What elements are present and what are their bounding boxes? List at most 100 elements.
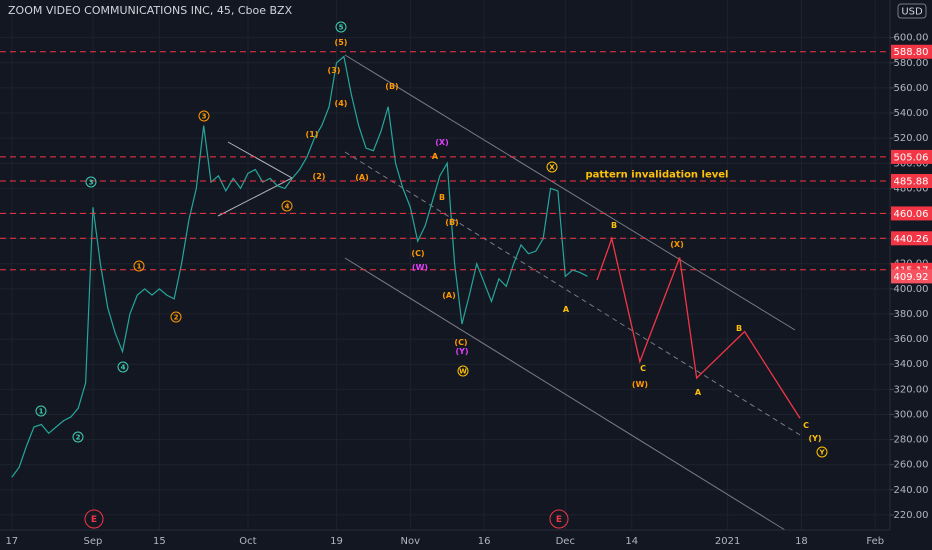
annotation: W <box>459 368 467 376</box>
level-label: 460.06 <box>894 209 929 220</box>
annotation: (X) <box>670 240 683 249</box>
x-tick-label: 14 <box>625 536 638 547</box>
annotation: (C) <box>411 249 424 258</box>
level-box <box>891 174 932 189</box>
x-tick-label: 18 <box>795 536 808 547</box>
x-tick-label: Feb <box>866 536 884 547</box>
y-tick-label: 220.00 <box>894 510 929 521</box>
annotation: 3 <box>89 179 94 187</box>
annotation: (Y) <box>455 347 468 356</box>
x-tick-label: Nov <box>401 536 421 547</box>
level-box <box>891 149 932 164</box>
y-tick-label: 300.00 <box>894 409 929 420</box>
y-tick-label: 340.00 <box>894 359 929 370</box>
annotation-circle <box>457 365 469 377</box>
chart-title: ZOOM VIDEO COMMUNICATIONS INC, 45, Cboe … <box>8 4 293 17</box>
x-tick-label: 2021 <box>715 536 740 547</box>
annotation: A <box>563 305 570 314</box>
x-tick-label: 16 <box>478 536 491 547</box>
annotation: 4 <box>121 364 126 372</box>
y-tick-label: 540.00 <box>894 108 929 119</box>
annotation: pattern invalidation level <box>586 170 729 181</box>
level-label: 588.80 <box>894 47 929 58</box>
currency: USD <box>901 7 923 18</box>
annotation: B <box>611 221 617 230</box>
y-tick-label: 600.00 <box>894 33 929 44</box>
annotation: Y <box>818 449 825 457</box>
annotation: 4 <box>285 203 290 211</box>
annotation: 3 <box>202 113 207 121</box>
y-tick-label: 380.00 <box>894 309 929 320</box>
annotation: E <box>556 515 562 525</box>
annotation-circle <box>85 176 97 188</box>
channel-upper <box>344 54 796 331</box>
annotation: (X) <box>435 138 448 147</box>
annotation: (B) <box>385 82 398 91</box>
annotation: (A) <box>355 173 369 182</box>
annotation: B <box>439 193 445 202</box>
annotation: (C) <box>454 338 467 347</box>
level-label: 440.26 <box>894 234 929 245</box>
y-tick-label: 320.00 <box>894 384 929 395</box>
y-tick-label: 560.00 <box>894 83 929 94</box>
last-price-label: 409.92 <box>894 272 929 283</box>
y-tick-label: 580.00 <box>894 58 929 69</box>
y-tick-label: 520.00 <box>894 133 929 144</box>
channel-lower <box>344 257 786 531</box>
y-tick-label: 280.00 <box>894 435 929 446</box>
x-tick-label: Sep <box>84 536 103 547</box>
annotation-circle <box>546 161 558 173</box>
annotation: (W) <box>412 263 428 272</box>
x-tick-label: Dec <box>556 536 575 547</box>
annotation-circle <box>84 509 104 529</box>
annotation-circle <box>170 311 182 323</box>
annotation: 1 <box>137 263 142 271</box>
last-price-box <box>891 269 932 284</box>
annotation-circle <box>549 509 569 529</box>
level-label: 485.88 <box>894 177 929 188</box>
annotation: 1 <box>39 408 44 416</box>
annotation: (2) <box>313 172 326 181</box>
annotation: 2 <box>174 314 179 322</box>
annotation: 2 <box>76 434 81 442</box>
annotation: (W) <box>632 380 648 389</box>
currency-box[interactable] <box>897 3 927 19</box>
y-tick-label: 400.00 <box>894 284 929 295</box>
annotation-circle <box>335 21 347 33</box>
level-label: 505.06 <box>894 152 929 163</box>
y-tick-label: 240.00 <box>894 485 929 496</box>
annotation-circle <box>816 446 828 458</box>
level-box <box>891 206 932 221</box>
annotation: 5 <box>339 24 344 32</box>
annotation-circle <box>72 431 84 443</box>
annotation-circle <box>133 260 145 272</box>
annotation: (1) <box>306 130 319 139</box>
annotation-circle <box>281 200 293 212</box>
annotation: A <box>695 388 702 397</box>
annotation: (4) <box>335 99 348 108</box>
annotation: (Y) <box>808 434 821 443</box>
annotation: (A) <box>442 291 456 300</box>
annotation: B <box>736 324 742 333</box>
x-tick-label: 15 <box>153 536 166 547</box>
y-tick-label: 360.00 <box>894 334 929 345</box>
x-tick-label: Oct <box>239 536 256 547</box>
level-box <box>891 44 932 59</box>
annotation: (3) <box>328 66 341 75</box>
x-tick-label: 19 <box>330 536 343 547</box>
annotation-circle <box>198 110 210 122</box>
annotation: C <box>803 421 809 430</box>
y-tick-label: 260.00 <box>894 460 929 471</box>
annotation-circle <box>117 361 129 373</box>
annotation: E <box>91 515 97 525</box>
y-tick-label: 480.00 <box>894 183 929 194</box>
annotation: C <box>640 364 646 373</box>
x-tick-label: 17 <box>5 536 18 547</box>
price-line <box>11 55 588 478</box>
annotation: (5) <box>335 38 348 47</box>
annotation-circle <box>35 405 47 417</box>
annotation: A <box>432 152 439 161</box>
annotation: X <box>549 164 555 172</box>
